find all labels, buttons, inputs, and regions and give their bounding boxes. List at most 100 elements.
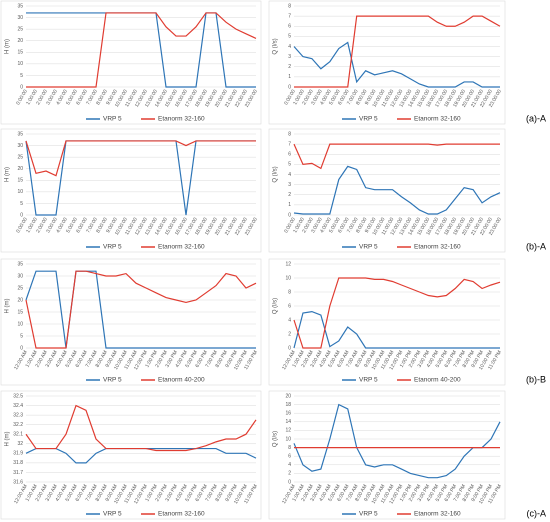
chart-frame [268, 258, 506, 386]
y-tick-label: 10 [17, 189, 23, 195]
data-line [293, 310, 500, 349]
y-tick-label: 7 [288, 13, 291, 19]
legend-label: Etanorm 40-200 [158, 377, 205, 384]
chart: Q (l/s)0123456780:00:001:00:002:00:003:0… [268, 0, 506, 125]
data-line [26, 12, 256, 88]
y-tick-label: 8 [288, 3, 291, 9]
data-line [25, 404, 257, 452]
y-tick-label: 35 [17, 261, 23, 267]
legend-label: VRP 5 [103, 377, 122, 384]
data-line [25, 140, 256, 177]
y-tick-label: 4 [288, 462, 291, 468]
legend-label: VRP 5 [359, 244, 378, 251]
legend-label: Etanorm 32-160 [158, 511, 205, 518]
y-tick-label: 15 [17, 309, 23, 315]
legend-label: VRP 5 [103, 244, 122, 251]
y-tick-label: 20 [285, 393, 291, 399]
legend-label: VRP 5 [103, 116, 122, 123]
y-tick-label: 25 [17, 26, 23, 32]
y-tick-label: 7 [288, 141, 291, 147]
y-tick-label: 4 [288, 44, 291, 50]
y-tick-label: 12 [285, 261, 291, 267]
y-tick-label: 25 [17, 285, 23, 291]
y-tick-label: 31.9 [13, 451, 23, 457]
y-tick-label: 35 [17, 3, 23, 9]
data-line [25, 270, 256, 349]
y-tick-label: 3 [288, 54, 291, 60]
legend-label: Etanorm 32-160 [158, 244, 205, 251]
y-tick-label: 2 [288, 471, 291, 477]
data-line [25, 447, 257, 464]
legend-label: VRP 5 [359, 116, 378, 123]
data-line [293, 165, 501, 215]
y-tick-label: 4 [288, 317, 291, 323]
y-tick-label: 6 [288, 303, 291, 309]
y-tick-label: 0 [288, 479, 291, 485]
y-axis-label: H (m) [5, 299, 11, 314]
y-tick-label: 32.5 [13, 393, 23, 399]
y-tick-label: 30 [17, 273, 23, 279]
y-tick-label: 15 [17, 50, 23, 56]
chart-frame [268, 128, 506, 253]
y-axis-label: Q (l/s) [273, 38, 279, 54]
legend-label: VRP 5 [103, 511, 122, 518]
y-tick-label: 8 [288, 445, 291, 451]
y-axis-label: Q (l/s) [273, 166, 279, 182]
y-tick-label: 10 [17, 61, 23, 67]
y-tick-label: 0 [20, 212, 23, 218]
chart: H (m) 31.6 31.7 31.8 31.9 32 32.1 32.2 32.3 32.4 3… [0, 390, 262, 520]
legend-label: Etanorm 40-200 [414, 377, 461, 384]
y-tick-label: 8 [288, 131, 291, 137]
y-tick-label: 31.8 [13, 460, 23, 466]
legend-label: Etanorm 32-160 [414, 244, 461, 251]
y-tick-label: 1 [288, 74, 291, 80]
panel-label: (c)-A [527, 508, 547, 518]
y-tick-label: 2 [288, 64, 291, 70]
y-tick-label: 10 [17, 321, 23, 327]
y-tick-label: 0 [20, 84, 23, 90]
legend-label: VRP 5 [359, 377, 378, 384]
y-tick-label: 6 [288, 24, 291, 30]
chart: Q (l/s)0123456780:00:001:00:002:00:003:0… [268, 128, 506, 253]
legend-label: Etanorm 32-160 [414, 116, 461, 123]
chart: H (m)051015202530350:00:001:00:002:00:00… [0, 128, 262, 253]
legend-label: Etanorm 32-160 [414, 511, 461, 518]
data-line [294, 15, 501, 88]
y-tick-label: 20 [17, 166, 23, 172]
chart-frame [0, 258, 262, 386]
y-tick-label: 10 [285, 275, 291, 281]
y-tick-label: 32.4 [13, 403, 23, 409]
y-tick-label: 6 [288, 152, 291, 158]
y-tick-label: 6 [288, 454, 291, 460]
y-tick-label: 31.7 [13, 470, 23, 476]
data-line [26, 12, 257, 88]
chart-frame [0, 390, 262, 520]
panel-label: (a)-A [526, 113, 546, 123]
chart-frame [0, 128, 262, 253]
chart-frame [268, 0, 506, 125]
y-tick-label: 5 [20, 333, 23, 339]
y-tick-label: 12 [285, 428, 291, 434]
panel-label: (b)-B [526, 374, 546, 384]
y-axis-label: H (m) [5, 39, 11, 54]
y-tick-label: 25 [17, 154, 23, 160]
legend-label: Etanorm 32-160 [158, 116, 205, 123]
y-axis-label: Q (l/s) [273, 298, 279, 314]
y-tick-label: 3 [288, 182, 291, 188]
data-line [293, 277, 501, 349]
y-tick-label: 32.2 [13, 422, 23, 428]
y-tick-label: 5 [288, 34, 291, 40]
y-tick-label: 10 [285, 436, 291, 442]
y-tick-label: 8 [288, 289, 291, 295]
y-axis-label: H (m) [5, 432, 11, 447]
y-tick-label: 32.3 [13, 412, 23, 418]
chart: H (m)051015202530350:00:001:00:002:00:00… [0, 0, 262, 125]
y-tick-label: 4 [288, 172, 291, 178]
y-tick-label: 0 [288, 84, 291, 90]
y-axis-label: H (m) [5, 167, 11, 182]
data-line [25, 270, 257, 349]
chart-frame [268, 390, 506, 520]
y-tick-label: 31.6 [13, 479, 23, 485]
